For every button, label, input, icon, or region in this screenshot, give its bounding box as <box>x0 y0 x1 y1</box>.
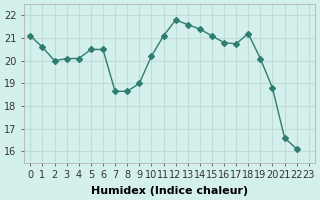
X-axis label: Humidex (Indice chaleur): Humidex (Indice chaleur) <box>91 186 248 196</box>
